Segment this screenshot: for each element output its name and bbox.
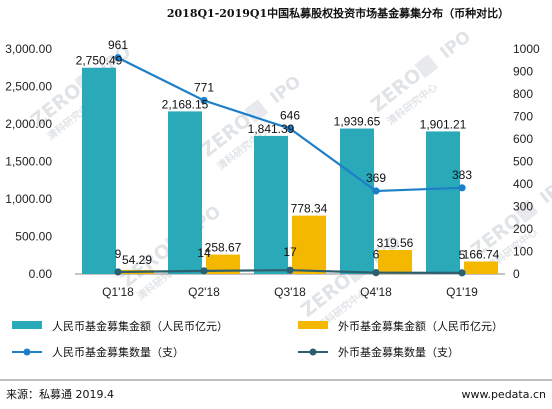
y-right-tick-label: 0 — [513, 267, 520, 281]
line-label-rmb-count: 646 — [280, 109, 300, 123]
x-tick-label: Q2'18 — [188, 285, 220, 299]
legend-swatch-marker — [309, 348, 317, 356]
x-tick-label: Q4'18 — [360, 285, 392, 299]
legend-label: 人民币基金募集金额（人民币亿元） — [52, 319, 228, 333]
y-right-tick-label: 500 — [513, 155, 533, 169]
x-tick-label: Q1'19 — [446, 285, 478, 299]
point-rmb-count — [286, 125, 294, 133]
point-fx-count — [114, 268, 122, 276]
line-label-rmb-count: 771 — [194, 81, 214, 95]
line-label-fx-count: 14 — [197, 246, 211, 260]
y-right-tick-label: 700 — [513, 110, 533, 124]
bar-rmb — [340, 128, 374, 274]
y-right-tick-label: 1000 — [513, 42, 540, 56]
watermark-logo-box — [514, 199, 539, 224]
bar-fx — [206, 254, 240, 274]
point-rmb-count — [372, 187, 380, 195]
bar-label-fx: 319.56 — [377, 236, 414, 250]
bar-label-rmb: 2,750.49 — [76, 54, 123, 68]
legend-swatch-bar — [298, 321, 328, 329]
x-tick-label: Q3'18 — [274, 285, 306, 299]
y-left-tick-label: 1,000.00 — [5, 192, 52, 206]
y-left-tick-label: 2,000.00 — [5, 117, 52, 131]
legend-label: 外币基金募集数量（支） — [338, 345, 459, 359]
legend-swatch-marker — [23, 348, 31, 356]
bar-label-rmb: 1,939.65 — [334, 115, 381, 129]
legend-swatch-bar — [12, 321, 42, 329]
watermark-tag: IPO — [436, 27, 475, 63]
y-left-tick-label: 3,000.00 — [5, 42, 52, 56]
point-fx-count — [200, 267, 208, 275]
data-labels: 2,750.49 2,168.15 1,841.39 1,939.65 1,901.21… — [76, 38, 500, 267]
bar-fx — [378, 250, 412, 274]
bar-label-fx: 778.34 — [291, 202, 328, 216]
line-label-fx-count: 5 — [459, 248, 466, 262]
watermark-logo-box — [414, 54, 439, 79]
y-left-tick-label: 1,500.00 — [5, 155, 52, 169]
x-axis: Q1'18 Q2'18 Q3'18 Q4'18 Q1'19 — [102, 285, 478, 299]
bar-label-rmb: 1,841.39 — [248, 122, 295, 136]
bar-label-rmb: 2,168.15 — [162, 97, 209, 111]
bar-label-fx: 166.74 — [463, 247, 500, 261]
point-fx-count — [286, 266, 294, 274]
bar-label-fx: 54.29 — [122, 253, 152, 267]
y-left-tick-label: 2,500.00 — [5, 80, 52, 94]
point-rmb-count — [200, 96, 208, 105]
point-rmb-count — [114, 54, 122, 62]
legend: 人民币基金募集金额（人民币亿元） 外币基金募集金额（人民币亿元） 人民币基金募集数量… — [12, 319, 503, 359]
bars — [82, 67, 498, 274]
y-right-tick-label: 800 — [513, 87, 533, 101]
footer-source: 来源：私募通 2019.4 — [6, 387, 114, 401]
bar-fx — [292, 215, 326, 274]
point-rmb-count — [458, 184, 466, 192]
bar-rmb — [254, 135, 288, 274]
y-right-tick-label: 100 — [513, 245, 533, 259]
line-label-rmb-count: 961 — [108, 38, 128, 52]
point-fx-count — [458, 269, 466, 277]
y-left-tick-label: 500.00 — [15, 230, 52, 244]
bar-rmb — [168, 111, 202, 274]
watermark-logo-box — [244, 99, 269, 124]
y-axis-left: 0.00 500.00 1,000.00 1,500.00 2,000.00 2,500.… — [5, 42, 52, 281]
legend-label: 人民币基金募集数量（支） — [52, 345, 184, 359]
watermark-text: ZERO — [367, 64, 426, 117]
bar-rmb — [426, 131, 460, 274]
line-label-rmb-count: 383 — [452, 168, 472, 182]
point-fx-count — [372, 269, 380, 277]
bar-fx — [464, 261, 498, 274]
y-axis-right: 0 100 200 300 400 500 600 700 800 900 1000 — [513, 42, 540, 281]
y-right-tick-label: 900 — [513, 65, 533, 79]
y-right-tick-label: 300 — [513, 200, 533, 214]
legend-label: 外币基金募集金额（人民币亿元） — [338, 319, 503, 333]
line-label-fx-count: 9 — [115, 247, 122, 261]
lines — [114, 54, 466, 277]
line-label-rmb-count: 369 — [366, 171, 386, 185]
bar-rmb — [82, 67, 116, 274]
bar-label-rmb: 1,901.21 — [420, 117, 467, 131]
y-right-tick-label: 400 — [513, 177, 533, 191]
y-left-tick-label: 0.00 — [29, 267, 53, 281]
bar-label-fx: 258.67 — [205, 241, 242, 255]
chart-title: 2018Q1-2019Q1中国私募股权投资市场基金募集分布（币种对比） — [167, 6, 509, 20]
watermark-tag: IPO — [536, 172, 552, 208]
y-right-tick-label: 200 — [513, 222, 533, 236]
footer-url: www.pedata.cn — [461, 388, 546, 401]
line-label-fx-count: 17 — [283, 245, 297, 259]
x-tick-label: Q1'18 — [102, 285, 134, 299]
watermark-tag: IPO — [266, 72, 305, 108]
line-label-fx-count: 6 — [373, 248, 380, 262]
y-right-tick-label: 600 — [513, 132, 533, 146]
